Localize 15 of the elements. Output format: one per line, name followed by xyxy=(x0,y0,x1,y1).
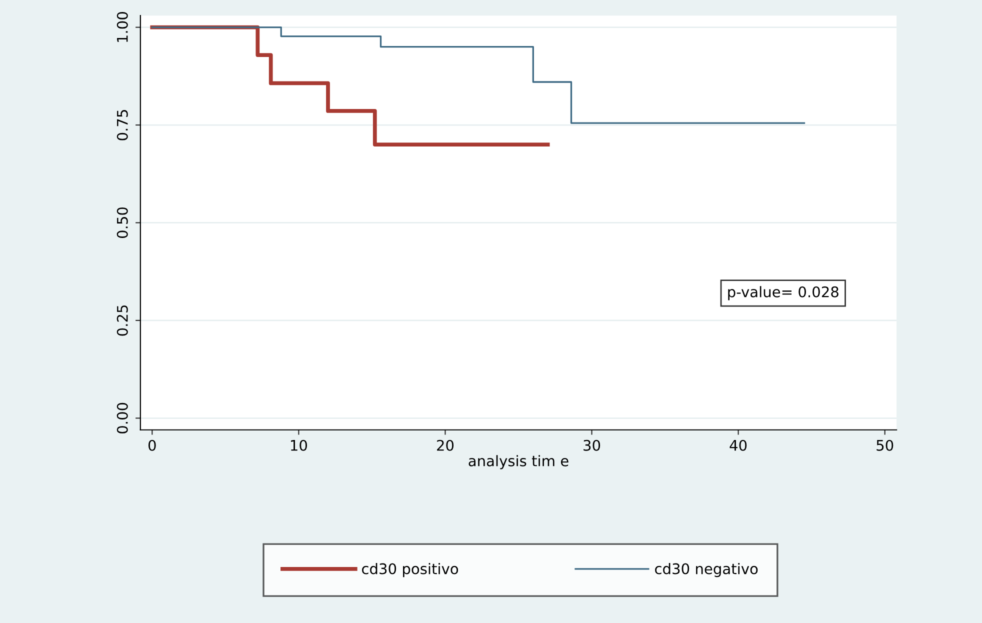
y-tick-label: 0.00 xyxy=(116,402,128,434)
y-tick-label: 0.75 xyxy=(116,110,128,140)
x-tick-label: 50 xyxy=(876,440,894,451)
y-tick-label: 0.25 xyxy=(116,305,128,336)
legend-label: cd30 negativo xyxy=(655,562,758,578)
y-tick-label: 0.50 xyxy=(116,207,128,238)
x-tick-label: 30 xyxy=(584,440,600,451)
x-tick-label: 20 xyxy=(437,440,454,451)
y-tick-label: 1.00 xyxy=(116,12,128,42)
x-axis-title: analysis tim e xyxy=(468,455,568,470)
x-tick-label: 40 xyxy=(730,440,747,451)
legend-label: cd30 positivo xyxy=(362,562,458,578)
x-tick-label: 0 xyxy=(148,440,156,451)
x-tick-label: 10 xyxy=(291,440,307,451)
annotation: p-value= 0.028 xyxy=(728,286,838,300)
